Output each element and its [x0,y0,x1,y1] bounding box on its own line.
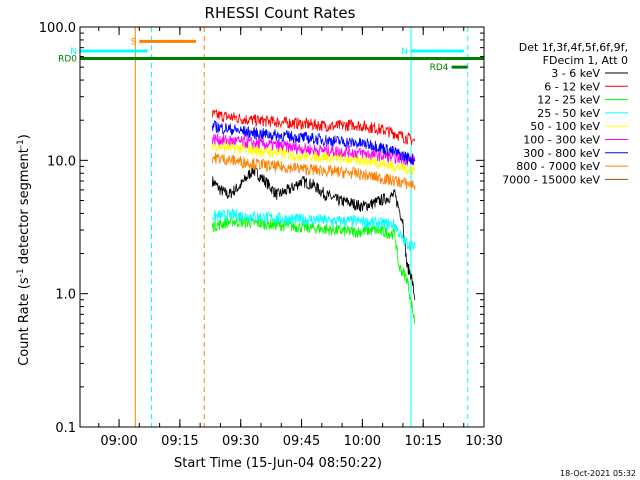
y-tick-label-2: 10.0 [47,154,76,169]
y-axis-label-part: detector segment [17,148,32,268]
y-tick-label-0: 0.1 [55,421,76,436]
y-axis: 0.1 1.0 10.0 100.0 [39,21,484,436]
series-line-5 [211,133,416,167]
series-line-6 [211,119,416,166]
x-tick-label-6: 10:30 [465,434,502,449]
x-tick-label-3: 09:45 [283,434,320,449]
legend-entry-label-6: 300 - 800 keV [523,147,600,160]
plot-frame [79,26,485,428]
y-axis-label: Count Rate (s-1 detector segment-1) [16,134,32,366]
legend-entry-label-4: 50 - 100 keV [530,120,600,133]
footer-timestamp: 18-Oct-2021 05:32 [560,469,636,478]
x-tick-label-4: 10:00 [344,434,381,449]
x-tick-label-2: 09:30 [222,434,259,449]
legend-header-0: Det 1f,3f,4f,5f,6f,9f, [519,41,628,54]
status-bar-label-3: RD0 [58,55,77,65]
x-axis-label: Start Time (15-Jun-04 08:50:22) [174,456,382,471]
y-axis-label-part: ) [17,134,32,139]
chart-title: RHESSI Count Rates [205,4,356,22]
legend: Det 1f,3f,4f,5f,6f,9f,FDecim 1, Att 03 -… [502,41,628,186]
series-line-7 [211,152,416,190]
legend-entry-label-8: 7000 - 15000 keV [502,173,600,186]
x-axis: 09:00 09:15 09:30 09:45 10:00 10:15 10:30 [98,27,503,449]
status-bar-label-4: RD4 [430,63,449,73]
status-bar-label-0: S [131,37,137,47]
status-bar-label-2: N [401,47,408,57]
legend-entry-label-0: 3 - 6 keV [551,67,600,80]
status-bar-label-1: N [70,47,77,57]
legend-entry-label-7: 800 - 7000 keV [516,160,600,173]
legend-entry-label-2: 12 - 25 keV [537,94,600,107]
legend-entry-label-5: 100 - 300 keV [523,134,600,147]
legend-entry-label-3: 25 - 50 keV [537,107,600,120]
legend-header-1: FDecim 1, Att 0 [543,54,628,67]
series-line-0 [211,164,416,301]
x-tick-label-5: 10:15 [404,434,441,449]
x-tick-label-0: 09:00 [100,434,137,449]
y-axis-label-part: -1 [16,268,26,277]
y-tick-label-3: 100.0 [39,21,76,36]
series-line-3 [211,208,416,252]
y-axis-label-part: -1 [16,139,26,148]
legend-entry-label-1: 6 - 12 keV [544,80,600,93]
x-tick-label-1: 09:15 [161,434,198,449]
y-axis-label-part: Count Rate (s [17,277,32,366]
y-tick-label-1: 1.0 [55,288,76,303]
series-line-1 [211,109,416,145]
